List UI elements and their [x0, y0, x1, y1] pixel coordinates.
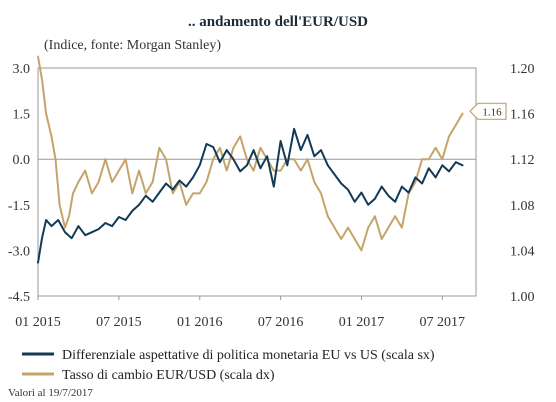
legend-label-1: Tasso di cambio EUR/USD (scala dx) [62, 368, 275, 383]
chart-title: .. andamento dell'EUR/USD [188, 14, 368, 30]
y-left-tick-label: 1.5 [13, 108, 31, 123]
series-line-1 [37, 55, 464, 252]
x-tick-label: 01 2016 [177, 315, 223, 330]
y-left-tick-label: -3.0 [8, 244, 30, 259]
chart-subtitle: (Indice, fonte: Morgan Stanley) [44, 38, 221, 53]
end-value-label: 1.16 [482, 106, 502, 118]
legend: Differenziale aspettative di politica mo… [22, 348, 435, 383]
y-right-tick-label: 1.04 [510, 244, 535, 259]
plot-frame [37, 67, 477, 297]
y-right-tick-label: 1.20 [510, 62, 535, 77]
end-value-badge [469, 102, 507, 120]
y-left-tick-label: 3.0 [13, 62, 31, 77]
y-right-tick-label: 1.08 [510, 199, 535, 214]
x-tick-label: 07 2015 [96, 315, 142, 330]
x-tick-label: 07 2016 [258, 315, 304, 330]
y-right-tick-label: 1.00 [510, 290, 535, 305]
legend-label-0: Differenziale aspettative di politica mo… [62, 348, 435, 363]
x-tick-label: 01 2017 [339, 315, 385, 330]
footnote: Valori al 19/7/2017 [8, 387, 93, 399]
x-tick-label: 01 2015 [15, 315, 61, 330]
y-left-tick-label: 0.0 [13, 153, 31, 168]
series-line-0 [37, 127, 464, 264]
y-left-tick-label: -1.5 [8, 199, 30, 214]
x-tick-label: 07 2017 [420, 315, 466, 330]
y-left-tick-label: -4.5 [8, 290, 30, 305]
y-right-tick-label: 1.16 [510, 108, 535, 123]
y-right-tick-label: 1.12 [510, 153, 535, 168]
